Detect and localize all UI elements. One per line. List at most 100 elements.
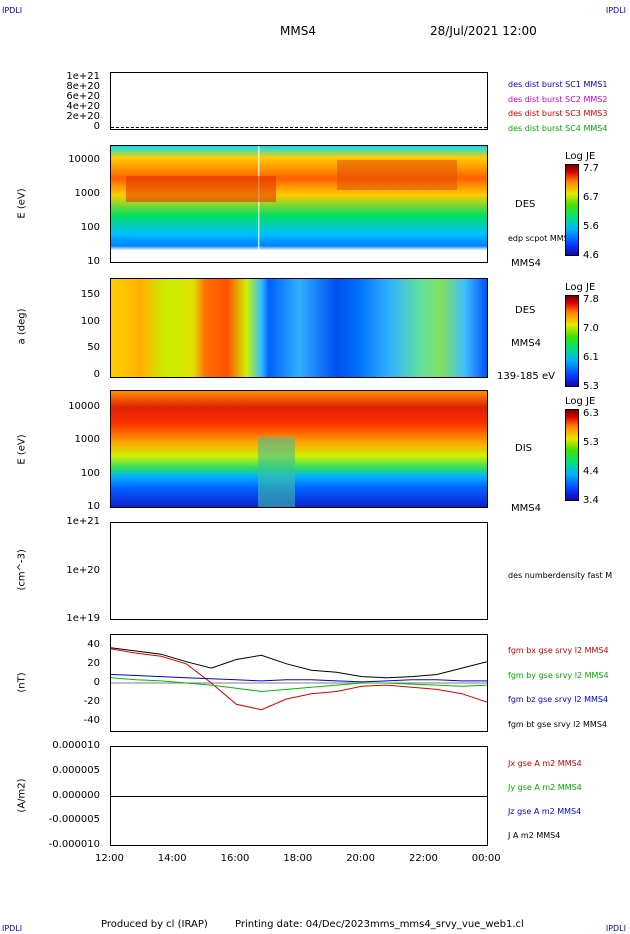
panel-des-pitch-side-label: DES — [515, 305, 536, 316]
zero-line — [111, 127, 487, 128]
panel-des-energy-bottom-label: MMS4 — [511, 258, 541, 269]
dis-energy-spectrogram — [111, 391, 487, 507]
panel-number-density-ylabel: (cm^-3) — [16, 549, 28, 591]
cbar1-title: Log JE — [565, 151, 596, 162]
cbar-tick-label: 5.3 — [583, 437, 599, 448]
legend-entry: des dist burst SC1 MMS1 — [508, 80, 608, 89]
y-tick-label: 0.000000 — [52, 789, 100, 801]
y-tick-label: 0 — [93, 677, 100, 688]
x-tick-label: 22:00 — [409, 853, 438, 864]
legend-entry: fgm by gse srvy l2 MMS4 — [508, 670, 609, 680]
des-spectrogram-hot-band — [126, 176, 277, 202]
footer-file: mms_mms4_srvy_vue_web1.cl — [370, 919, 524, 930]
y-tick-label: 2e+20 — [66, 111, 100, 122]
panel-dis-energy-bottom-label: MMS4 — [511, 503, 541, 514]
corner-label-top-right: IPDLI — [605, 6, 626, 15]
cbar-tick-label: 4.6 — [583, 250, 599, 261]
corner-label-bottom-left: IPDLI — [2, 924, 23, 933]
cbar2-title: Log JE — [565, 282, 596, 293]
cbar3 — [565, 409, 579, 501]
y-tick-label: 4e+20 — [66, 101, 100, 112]
series-line — [111, 677, 487, 693]
corner-label-top-left: IPDLI — [2, 6, 23, 15]
corner-label-bottom-right: IPDLI — [605, 924, 626, 933]
cbar-tick-label: 6.7 — [583, 192, 599, 203]
cbar-tick-label: 7.0 — [583, 323, 599, 334]
x-tick-label: 00:00 — [471, 853, 501, 864]
y-tick-label: 1e+19 — [66, 613, 100, 624]
x-tick-label: 20:00 — [346, 853, 376, 864]
legend-entry: des dist burst SC2 MMS2 — [508, 94, 608, 104]
panel-dis-energy-side-label: DIS — [515, 443, 532, 454]
y-tick-label: 20 — [87, 658, 100, 669]
x-tick-label: 18:00 — [283, 853, 313, 864]
panel-des-pitch-angle — [110, 278, 488, 378]
y-tick-label: 1e+21 — [66, 71, 100, 82]
y-tick-label: 8e+20 — [66, 81, 100, 92]
panel-current-density — [110, 746, 488, 846]
y-tick-label: 40 — [87, 639, 100, 650]
y-tick-label: -40 — [83, 715, 100, 726]
cbar-tick-label: 7.7 — [583, 163, 599, 174]
cbar-tick-label: 6.1 — [583, 352, 599, 363]
des-spectrogram-hot-band-2 — [336, 159, 457, 191]
panel-dis-energy-spectrogram — [110, 390, 488, 508]
series-line — [111, 648, 487, 711]
y-tick-label: 0 — [93, 121, 100, 132]
legend-entry: fgm bx gse srvy l2 MMS4 — [508, 646, 609, 655]
legend-entry: Jy gse A m2 MMS4 — [508, 783, 582, 792]
y-tick-label: 10000 — [68, 154, 100, 165]
current-zero-line — [111, 796, 487, 797]
footer-printing-date: Printing date: 04/Dec/2023 — [235, 919, 371, 930]
legend-entry: fgm bt gse srvy l2 MMS4 — [508, 719, 607, 729]
y-tick-label: 0.000010 — [52, 740, 100, 751]
cbar-tick-label: 4.4 — [583, 466, 599, 477]
panel-magnetic-field-ylabel: (nT) — [16, 672, 28, 693]
y-tick-label: 0 — [93, 369, 100, 380]
y-tick-label: -20 — [83, 696, 100, 707]
y-tick-label: 100 — [80, 315, 100, 327]
dis-spectrogram-gap — [257, 437, 296, 507]
footer-produced-by: Produced by cl (IRAP) — [101, 919, 208, 930]
x-tick-label: 16:00 — [220, 853, 250, 864]
cbar-tick-label: 5.6 — [583, 221, 599, 232]
panel-des-pitch-side-label2: MMS4 — [511, 338, 541, 349]
plot-title: MMS4 — [280, 24, 316, 38]
panel-magnetic-field — [110, 634, 488, 732]
cbar1 — [565, 164, 579, 256]
panel-des-energy-side-label: DES — [515, 199, 536, 210]
y-tick-label: 1000 — [74, 434, 100, 446]
y-tick-label: 0.000005 — [52, 764, 100, 776]
legend-entry: Jx gse A m2 MMS4 — [508, 759, 582, 768]
y-tick-label: 100 — [80, 222, 100, 233]
y-tick-label: -0.000010 — [48, 839, 100, 850]
y-tick-label: 150 — [80, 289, 100, 300]
series-line — [111, 647, 487, 679]
y-tick-label: 6e+20 — [66, 91, 100, 102]
legend-entry: des numberdensity fast M — [508, 571, 613, 580]
y-tick-label: 10 — [87, 501, 100, 512]
legend-entry: des dist burst SC4 MMS4 — [508, 123, 608, 133]
x-tick-label: 12:00 — [95, 853, 124, 864]
legend-entry: Jz gse A m2 MMS4 — [508, 807, 582, 816]
y-tick-label: 1e+21 — [66, 516, 100, 527]
y-tick-label: 1000 — [74, 188, 100, 199]
series-line — [111, 674, 487, 683]
y-tick-label: -0.000005 — [48, 814, 100, 826]
cbar2 — [565, 295, 579, 387]
x-tick-label: 14:00 — [157, 853, 187, 864]
panel-des-energy-spectrogram — [110, 145, 488, 263]
panel-dis-energy-ylabel: E (eV) — [16, 434, 28, 465]
y-tick-label: 50 — [87, 342, 100, 354]
legend-entry: J A m2 MMS4 — [508, 831, 561, 840]
cbar-tick-label: 3.4 — [583, 495, 599, 506]
cbar3-title: Log JE — [565, 396, 596, 407]
panel-current-ylabel: (A/m2) — [16, 778, 28, 813]
panel-des-energy-ylabel: E (eV) — [16, 188, 28, 219]
panel-number-density — [110, 522, 488, 620]
panel-dist-burst — [110, 72, 488, 130]
y-tick-label: 10000 — [68, 401, 100, 412]
panel-des-energy-side-label2: edp scpot MMS4 — [508, 234, 574, 243]
magnetic-field-plot — [111, 647, 487, 711]
panel-des-pitch-ylabel: a (deg) — [16, 308, 28, 345]
